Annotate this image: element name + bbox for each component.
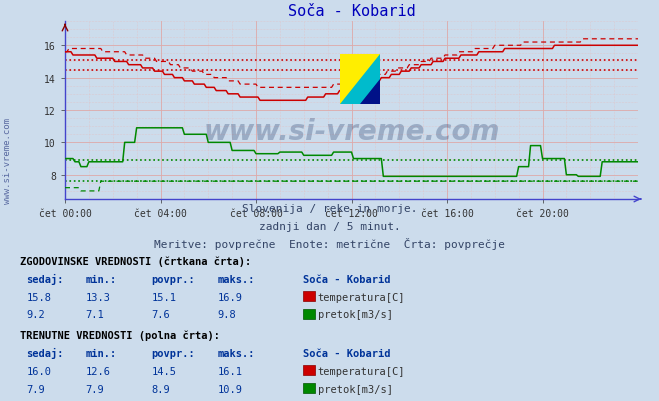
Text: 10.9: 10.9 [217, 384, 243, 393]
Text: sedaj:: sedaj: [26, 273, 64, 284]
Text: www.si-vreme.com: www.si-vreme.com [203, 118, 500, 146]
Text: Soča - Kobarid: Soča - Kobarid [303, 348, 391, 358]
Text: 7.6: 7.6 [152, 310, 170, 320]
Text: Soča - Kobarid: Soča - Kobarid [303, 274, 391, 284]
Text: pretok[m3/s]: pretok[m3/s] [318, 310, 393, 320]
Text: 8.9: 8.9 [152, 384, 170, 393]
Text: pretok[m3/s]: pretok[m3/s] [318, 384, 393, 393]
Text: ZGODOVINSKE VREDNOSTI (črtkana črta):: ZGODOVINSKE VREDNOSTI (črtkana črta): [20, 256, 251, 266]
Text: 7.1: 7.1 [86, 310, 104, 320]
Text: 16.0: 16.0 [26, 366, 51, 376]
Text: temperatura[C]: temperatura[C] [318, 292, 405, 302]
Polygon shape [340, 55, 380, 105]
Title: Soča - Kobarid: Soča - Kobarid [287, 4, 415, 19]
Text: zadnji dan / 5 minut.: zadnji dan / 5 minut. [258, 221, 401, 231]
Text: 16.1: 16.1 [217, 366, 243, 376]
Text: www.si-vreme.com: www.si-vreme.com [3, 117, 13, 203]
Text: 13.3: 13.3 [86, 292, 111, 302]
Text: povpr.:: povpr.: [152, 348, 195, 358]
Text: 16.9: 16.9 [217, 292, 243, 302]
Text: 9.2: 9.2 [26, 310, 45, 320]
Text: 12.6: 12.6 [86, 366, 111, 376]
Text: min.:: min.: [86, 274, 117, 284]
Text: Meritve: povprečne  Enote: metrične  Črta: povprečje: Meritve: povprečne Enote: metrične Črta:… [154, 237, 505, 249]
Text: 9.8: 9.8 [217, 310, 236, 320]
Text: 15.8: 15.8 [26, 292, 51, 302]
Text: maks.:: maks.: [217, 348, 255, 358]
Text: povpr.:: povpr.: [152, 274, 195, 284]
Text: maks.:: maks.: [217, 274, 255, 284]
Text: 15.1: 15.1 [152, 292, 177, 302]
Text: 7.9: 7.9 [26, 384, 45, 393]
Text: min.:: min.: [86, 348, 117, 358]
Text: Slovenija / reke in morje.: Slovenija / reke in morje. [242, 203, 417, 213]
Text: 7.9: 7.9 [86, 384, 104, 393]
Text: sedaj:: sedaj: [26, 347, 64, 358]
Text: temperatura[C]: temperatura[C] [318, 366, 405, 376]
Text: 14.5: 14.5 [152, 366, 177, 376]
Polygon shape [360, 80, 380, 105]
Polygon shape [340, 55, 380, 105]
Text: TRENUTNE VREDNOSTI (polna črta):: TRENUTNE VREDNOSTI (polna črta): [20, 330, 219, 340]
